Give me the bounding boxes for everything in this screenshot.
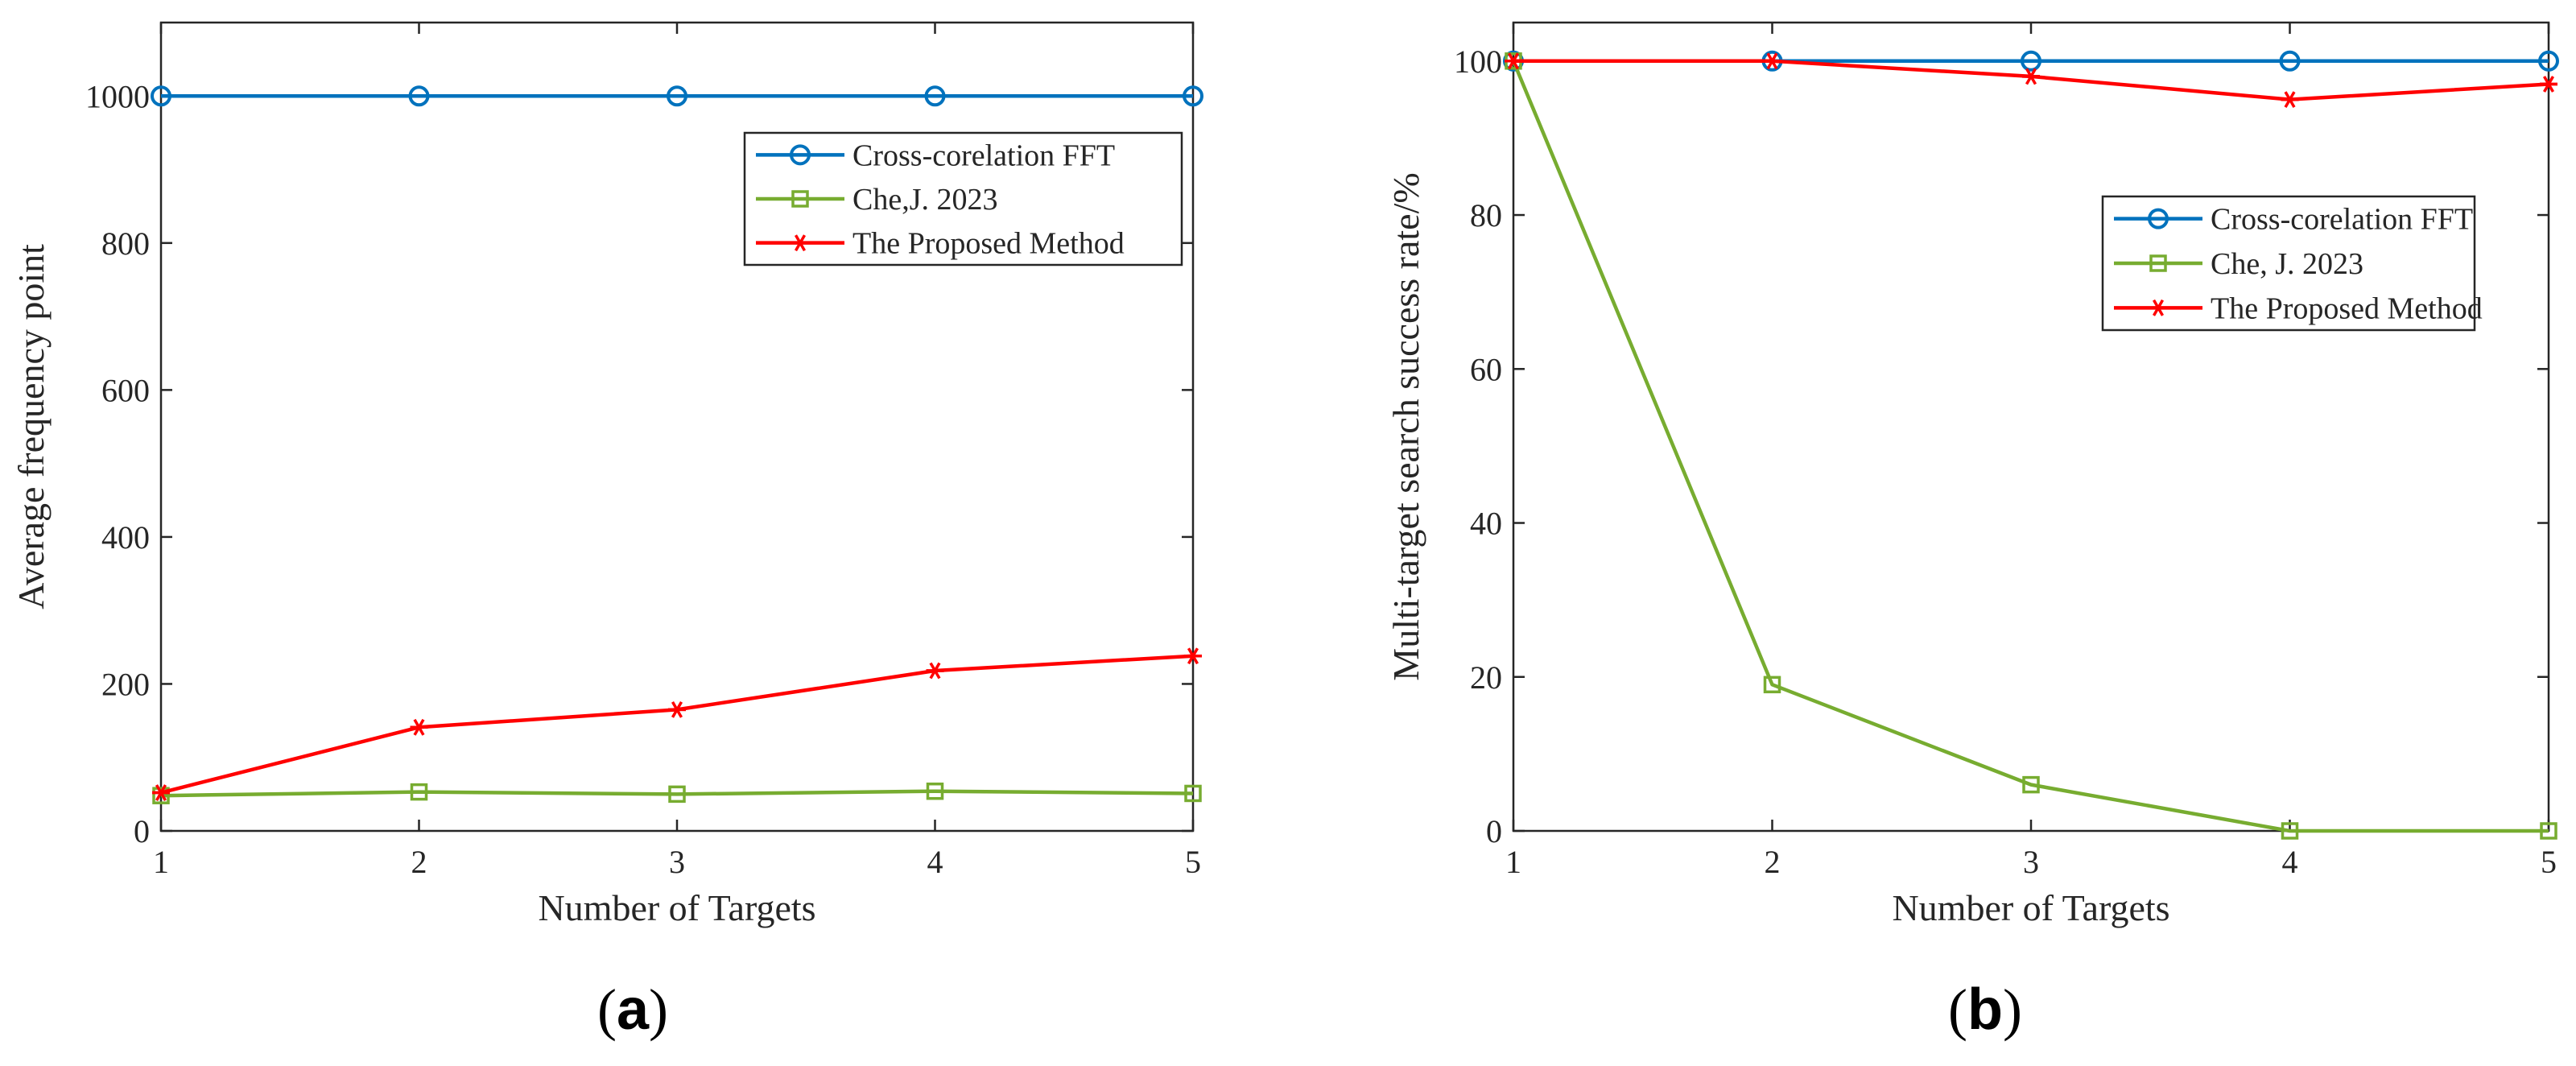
data-point	[1184, 784, 1202, 803]
plot-area	[1512, 21, 2550, 833]
data-point	[152, 784, 170, 801]
panel-label-letter: a	[617, 977, 650, 1042]
x-tick-label: 5	[1185, 844, 1201, 880]
series-3	[1505, 52, 2557, 109]
y-tick-label: 200	[101, 666, 150, 702]
x-tick-label: 4	[2282, 844, 2298, 880]
panel-label-close: )	[2003, 977, 2022, 1042]
x-tick-label: 3	[2023, 844, 2039, 880]
x-tick-label: 4	[927, 844, 943, 880]
legend-entry: Cross-corelation FFT	[852, 138, 1115, 172]
y-tick-label: 60	[1470, 351, 1502, 387]
y-tick-label: 600	[101, 372, 150, 408]
legend-entry: Cross-corelation FFT	[2211, 203, 2473, 237]
data-point	[2281, 822, 2299, 840]
legend-marker	[2149, 299, 2167, 316]
legend-marker	[2149, 254, 2167, 272]
panel-label: (b)	[1948, 977, 2022, 1042]
legend-marker	[790, 144, 811, 166]
data-point	[2022, 68, 2040, 85]
data-point	[1505, 52, 1522, 70]
data-point	[2021, 50, 2041, 72]
legend-marker	[791, 234, 809, 252]
y-tick-label: 0	[1486, 813, 1502, 849]
x-tick-label: 3	[669, 844, 685, 880]
data-point	[151, 85, 171, 107]
data-point	[2540, 76, 2557, 93]
y-axis-label: Multi-target search success rate/%	[1385, 172, 1426, 680]
y-axis-label: Average frequency point	[10, 244, 52, 609]
panel-label-close: )	[649, 977, 668, 1042]
data-point	[668, 700, 686, 718]
series-line	[160, 789, 1194, 798]
data-point	[2022, 775, 2040, 794]
data-point	[1763, 676, 1781, 694]
legend-entry: The Proposed Method	[2211, 291, 2483, 325]
legend-marker	[791, 190, 809, 208]
y-tick-label: 100	[1454, 43, 1502, 80]
data-point	[2281, 91, 2299, 109]
legend: Cross-corelation FFT Che,J. 2023 The Propo…	[743, 131, 1183, 266]
data-point	[1184, 647, 1202, 665]
data-point	[2279, 50, 2301, 72]
x-tick-label: 5	[2541, 844, 2557, 880]
legend-marker	[2148, 208, 2169, 229]
data-point	[152, 787, 170, 804]
y-tick-label: 40	[1470, 506, 1502, 542]
data-point	[1763, 52, 1781, 70]
data-point	[410, 718, 428, 736]
series-3	[152, 647, 1202, 801]
y-tick-label: 0	[134, 813, 150, 849]
y-tick-label: 80	[1470, 197, 1502, 233]
legend-entry: The Proposed Method	[852, 227, 1125, 261]
x-tick-label: 2	[1765, 844, 1781, 880]
data-point	[667, 85, 687, 107]
x-axis-label: Number of Targets	[538, 887, 815, 928]
x-tick-label: 1	[1505, 844, 1521, 880]
y-tick-label: 1000	[85, 78, 150, 114]
x-tick-label: 2	[411, 844, 427, 880]
legend: Cross-corelation FFT Che, J. 2023 The Prop…	[2101, 195, 2483, 332]
series-1	[151, 85, 1203, 107]
panel-a: 1 2 3 4 5 0 200 400 600 800 1000 Number of Targets A…	[10, 21, 1203, 1042]
data-point	[2538, 50, 2559, 72]
legend-entry: Che,J. 2023	[852, 183, 998, 217]
data-point	[408, 85, 430, 107]
data-point	[2540, 822, 2557, 840]
x-tick-label: 1	[153, 844, 169, 880]
series-line	[1511, 60, 2549, 833]
data-point	[924, 85, 946, 107]
data-point	[1183, 85, 1203, 107]
panel-b: 1 2 3 4 5 0 20 40 60 80 100 Number of Targets Multi-…	[1385, 21, 2559, 1042]
y-tick-label: 20	[1470, 659, 1502, 696]
panel-label: (a)	[597, 977, 668, 1042]
panel-label-letter: b	[1967, 977, 2003, 1042]
data-point	[926, 662, 944, 680]
data-point	[410, 783, 428, 801]
legend-entry: Che, J. 2023	[2211, 247, 2363, 281]
panel-label-open: (	[1948, 977, 1967, 1042]
series-2	[1505, 52, 2557, 840]
y-tick-label: 800	[101, 225, 150, 262]
y-tick-label: 400	[101, 519, 150, 556]
series-2	[152, 782, 1202, 804]
x-axis-label: Number of Targets	[1892, 887, 2169, 928]
data-point	[668, 785, 686, 804]
data-point	[926, 782, 944, 800]
panel-label-open: (	[597, 977, 617, 1042]
